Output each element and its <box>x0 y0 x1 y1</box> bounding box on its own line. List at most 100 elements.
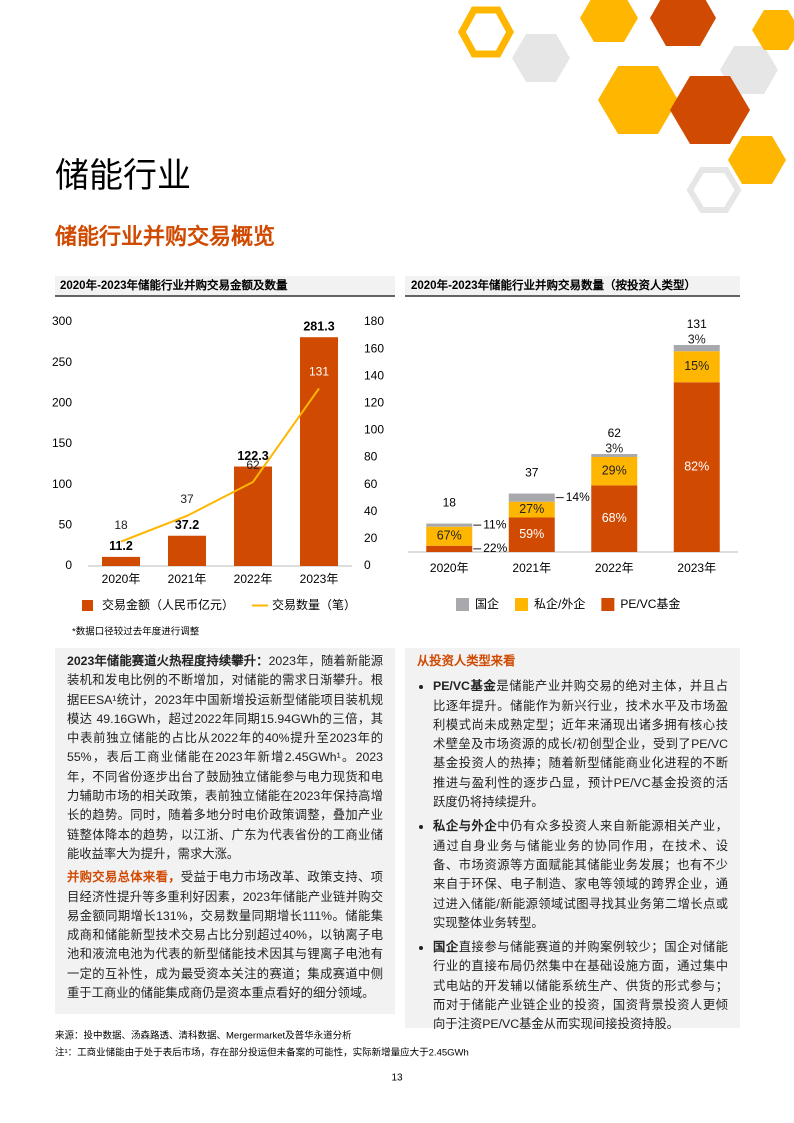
legend-label: 交易金额（人民币亿元） <box>102 597 234 612</box>
x-tick-label: 2022年 <box>595 561 634 575</box>
segment-label: 22% <box>483 541 507 555</box>
bullet: 私企与外企中仍有众多投资人来自新能源相关产业，通过自身业务与储能业务的协同作用，… <box>433 817 728 933</box>
bar-segment <box>426 545 473 552</box>
bar <box>300 337 338 566</box>
bar <box>234 466 272 566</box>
page-number: 13 <box>391 1073 403 1084</box>
bullet-list: PE/VC基金是储能产业并购交易的绝对主体，并且占比逐年提升。储能作为新兴行业，… <box>417 677 728 1034</box>
y2-tick-label: 20 <box>364 531 378 545</box>
y2-tick-label: 80 <box>364 450 378 464</box>
lead: 私企与外企 <box>433 819 498 834</box>
bar-label: 281.3 <box>303 320 334 334</box>
bar-segment <box>591 456 638 486</box>
text-box: 从投资人类型来看 PE/VC基金是储能产业并购交易的绝对主体，并且占比逐年提升。… <box>405 648 740 1031</box>
legend-label: 国企 <box>475 596 499 611</box>
legend-swatch <box>515 598 529 611</box>
chart-note: *数据口径较过去年度进行调整 <box>72 626 200 638</box>
x-tick-label: 2020年 <box>430 561 469 575</box>
line-label: 62 <box>246 458 260 472</box>
section-title: 储能行业并购交易概览 <box>55 224 275 249</box>
segment-label: 29% <box>602 463 627 477</box>
segment-label: 27% <box>519 502 544 516</box>
chart-header <box>55 276 395 296</box>
decoration <box>458 0 794 213</box>
y2-tick-label: 140 <box>364 368 384 382</box>
bar-segment <box>591 485 638 552</box>
bar-segment <box>508 493 555 502</box>
source: 来源：投中数据、汤森路透、清科数据、Mergermarket及普华永道分析 <box>55 1030 352 1042</box>
y2-tick-label: 40 <box>364 504 378 518</box>
y-tick-label: 100 <box>52 477 72 491</box>
chart-title: 2020年-2023年储能行业并购交易数量（按投资人类型） <box>411 278 696 292</box>
box-heading: 从投资人类型来看 <box>417 654 516 668</box>
total-label: 18 <box>443 496 457 510</box>
lead: PE/VC基金 <box>433 679 497 694</box>
segment-label: 15% <box>684 359 709 373</box>
legend-swatch <box>456 598 469 611</box>
y-tick-label: 250 <box>52 355 72 369</box>
bar-segment <box>673 382 720 552</box>
bar-segment <box>508 517 555 552</box>
y2-tick-label: 60 <box>364 477 378 491</box>
bullet: PE/VC基金是储能产业并购交易的绝对主体，并且占比逐年提升。储能作为新兴行业，… <box>433 677 728 812</box>
y2-tick-label: 100 <box>364 423 384 437</box>
x-tick-label: 2022年 <box>234 572 273 586</box>
bar-segment <box>673 345 720 352</box>
segment-label: 82% <box>684 459 709 473</box>
y2-tick-label: 120 <box>364 396 384 410</box>
legend-swatch <box>601 598 615 611</box>
y-tick-label: 150 <box>52 436 72 450</box>
lead: 国企 <box>433 940 459 955</box>
paragraph: 2023年，随着新能源装机和发电比例的不断增加，对储能的需求日渐攀升。根据EES… <box>67 654 383 861</box>
page-title: 储能行业 <box>55 157 191 195</box>
legend-label: PE/VC基金 <box>620 596 680 611</box>
bar <box>168 535 206 566</box>
legend-label: 交易数量（笔） <box>272 597 356 612</box>
y-tick-label: 300 <box>52 314 72 328</box>
x-tick-label: 2021年 <box>168 572 207 586</box>
paragraph: 中仍有众多投资人来自新能源相关产业，通过自身业务与储能业务的协同作用，在技术、设… <box>433 819 728 930</box>
x-tick-label: 2023年 <box>677 561 716 575</box>
x-tick-label: 2021年 <box>512 561 551 575</box>
bullet: 国企直接参与储能赛道的并购案例较少；国企对储能行业的直接布局仍然集中在基础设施方… <box>433 938 728 1034</box>
bar-segment <box>508 501 555 518</box>
y-tick-label: 0 <box>65 558 72 572</box>
bar-segment <box>426 526 473 546</box>
paragraph: 是储能产业并购交易的绝对主体，并且占比逐年提升。储能作为新兴行业，技术水平及市场… <box>433 679 728 810</box>
line-label: 37 <box>180 492 194 506</box>
total-label: 62 <box>608 426 622 440</box>
legend-swatch <box>82 600 93 611</box>
segment-label: 68% <box>602 511 627 525</box>
paragraph: 受益于电力市场改革、政策支持、项目经济性提升等多重利好因素，2023年储能产业链… <box>67 870 383 1001</box>
lead: 并购交易总体来看， <box>67 870 181 885</box>
chart-title: 2020年-2023年储能行业并购交易金额及数量 <box>60 278 288 292</box>
segment-label: 14% <box>566 490 590 504</box>
segment-label: 3% <box>688 332 706 346</box>
bar-label: 37.2 <box>175 518 199 532</box>
chart-header <box>405 276 740 296</box>
bar-segment <box>591 454 638 457</box>
legend-label: 私企/外企 <box>534 596 585 611</box>
bar <box>102 556 140 566</box>
footnote: 注¹：工商业储能由于处于表后市场，存在部分投运但未备案的可能性，实际新增量应大于… <box>55 1047 469 1059</box>
paragraph: 直接参与储能赛道的并购案例较少；国企对储能行业的直接布局仍然集中在基础设施方面，… <box>433 940 728 1032</box>
line-label: 131 <box>309 365 329 379</box>
bar-label: 122.3 <box>237 449 268 463</box>
bar-segment <box>673 351 720 383</box>
segment-label: 59% <box>519 527 544 541</box>
y2-tick-label: 180 <box>364 314 384 328</box>
bar-label: 11.2 <box>109 539 133 553</box>
y2-tick-label: 0 <box>364 558 371 572</box>
x-tick-label: 2020年 <box>102 572 141 586</box>
y-tick-label: 200 <box>52 396 72 410</box>
segment-label: 67% <box>437 529 462 543</box>
total-label: 131 <box>687 317 707 331</box>
line <box>120 387 320 543</box>
segment-label: 3% <box>605 441 623 455</box>
segment-label: 11% <box>483 517 506 531</box>
x-tick-label: 2023年 <box>300 572 339 586</box>
total-label: 37 <box>525 466 539 480</box>
bar-segment <box>426 523 473 527</box>
